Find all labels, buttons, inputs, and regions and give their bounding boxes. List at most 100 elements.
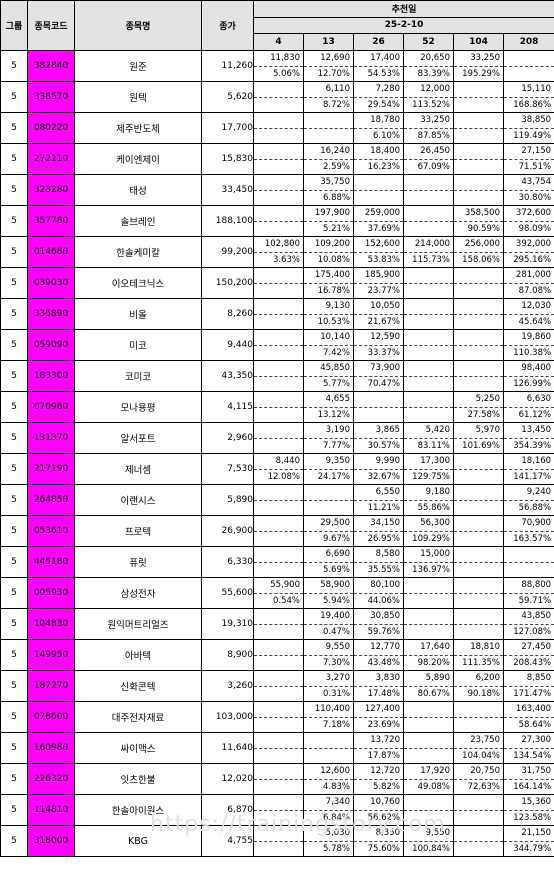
period-cell bbox=[453, 143, 504, 175]
header-date: 25-2-10 bbox=[252, 16, 554, 35]
period-cell: 5,250 27.58% bbox=[453, 391, 504, 423]
target-price: 281,000 bbox=[504, 269, 554, 284]
target-price: 13,450 bbox=[504, 424, 554, 439]
stock-code-cell: 272110 bbox=[27, 143, 75, 175]
target-price bbox=[254, 145, 303, 160]
period-cell bbox=[403, 794, 454, 826]
return-rate bbox=[455, 842, 503, 856]
return-rate bbox=[405, 346, 453, 360]
stock-name-cell: 대주전자재료 bbox=[74, 701, 202, 733]
target-price bbox=[254, 331, 303, 346]
group-cell: 5 bbox=[0, 670, 28, 702]
stock-code-cell: 335890 bbox=[27, 298, 75, 330]
table-row: 5 080220 제주반도체 17,700 18,780 6.10% 33,250 87.85… bbox=[0, 112, 554, 144]
period-cell: 12,770 43.48% bbox=[353, 639, 404, 671]
return-rate: 7.30% bbox=[322, 658, 350, 668]
return-rate: 134.54% bbox=[513, 751, 552, 761]
period-cell: 16,240 2.59% bbox=[303, 143, 354, 175]
return-rate: 98.20% bbox=[417, 658, 450, 668]
period-cell: 34,150 26.95% bbox=[353, 515, 404, 547]
period-cell bbox=[453, 515, 504, 547]
target-price bbox=[454, 331, 503, 346]
target-price bbox=[254, 827, 303, 842]
return-rate: 16.23% bbox=[367, 162, 400, 172]
table-row: 5 131370 알서포트 2,960 3,190 7.77% 3,865 30.57% 5,4… bbox=[0, 422, 554, 454]
table-row: 5 187270 신화콘텍 3,260 3,270 0.31% 3,830 17.48% 5,8… bbox=[0, 670, 554, 702]
return-rate bbox=[405, 625, 453, 639]
return-rate bbox=[255, 191, 303, 205]
period-cell: 259,000 37.69% bbox=[353, 205, 404, 237]
return-rate: 16.78% bbox=[317, 286, 350, 296]
period-cell: 26,450 67.09% bbox=[403, 143, 454, 175]
return-rate bbox=[455, 191, 503, 205]
period-cell: 358,500 90.59% bbox=[453, 205, 504, 237]
return-rate bbox=[255, 408, 303, 422]
return-rate: 72.63% bbox=[467, 782, 500, 792]
return-rate: 126.99% bbox=[513, 379, 552, 389]
target-price: 8,440 bbox=[254, 455, 303, 470]
period-cell bbox=[253, 298, 304, 330]
return-rate bbox=[305, 749, 353, 763]
period-cell: 9,990 32.67% bbox=[353, 453, 404, 485]
target-price: 30,850 bbox=[354, 610, 403, 625]
return-rate: 6.10% bbox=[372, 131, 400, 141]
target-price bbox=[254, 176, 303, 191]
period-cell bbox=[453, 794, 504, 826]
period-cell: 12,720 5.82% bbox=[353, 763, 404, 795]
return-rate: 53.83% bbox=[367, 255, 400, 265]
target-price: 5,420 bbox=[404, 424, 453, 439]
target-price bbox=[404, 579, 453, 594]
period-cell bbox=[253, 515, 304, 547]
group-cell: 5 bbox=[0, 794, 28, 826]
target-price: 43,850 bbox=[504, 610, 554, 625]
table-row: 5 059090 미코 9,440 10,140 7.42% 12,590 33.37% 19,… bbox=[0, 329, 554, 361]
return-rate: 33.37% bbox=[367, 348, 400, 358]
period-cell bbox=[453, 484, 504, 516]
period-cell bbox=[453, 608, 504, 640]
return-rate bbox=[255, 439, 303, 453]
period-cell: 9,350 24.17% bbox=[303, 453, 354, 485]
target-price bbox=[254, 362, 303, 377]
period-cell: 30,850 59.76% bbox=[353, 608, 404, 640]
target-price: 20,650 bbox=[404, 52, 453, 67]
close-price-cell: 188,100 bbox=[201, 205, 254, 237]
return-rate: 123.58% bbox=[513, 813, 552, 823]
period-cell: 152,600 53.83% bbox=[353, 236, 404, 268]
target-price: 9,990 bbox=[354, 455, 403, 470]
return-rate: 5.78% bbox=[322, 844, 350, 854]
target-price: 8,580 bbox=[354, 548, 403, 563]
return-rate bbox=[405, 191, 453, 205]
header-code: 종목코드 bbox=[27, 0, 75, 51]
period-cell bbox=[453, 546, 504, 578]
return-rate: 11.21% bbox=[367, 503, 400, 513]
period-cell bbox=[453, 329, 504, 361]
return-rate bbox=[455, 346, 503, 360]
return-rate: 354.39% bbox=[513, 441, 552, 451]
period-cell: 197,900 5.21% bbox=[303, 205, 354, 237]
group-cell: 5 bbox=[0, 329, 28, 361]
stock-code-cell: 338570 bbox=[27, 81, 75, 113]
table-row: 5 149950 아바텍 8,900 9,550 7.30% 12,770 43.48% 17,… bbox=[0, 639, 554, 671]
return-rate: 113.52% bbox=[412, 100, 450, 110]
target-price: 56,300 bbox=[404, 517, 453, 532]
period-cell: 6,550 11.21% bbox=[353, 484, 404, 516]
period-cell bbox=[453, 81, 504, 113]
close-price-cell: 103,000 bbox=[201, 701, 254, 733]
target-price: 6,690 bbox=[304, 548, 353, 563]
period-cell: 8,580 35.55% bbox=[353, 546, 404, 578]
stock-code-cell: 183300 bbox=[27, 360, 75, 392]
period-cell: 3,190 7.77% bbox=[303, 422, 354, 454]
return-rate: 158.06% bbox=[462, 255, 500, 265]
period-cell: 13,720 17.87% bbox=[353, 732, 404, 764]
return-rate: 83.39% bbox=[417, 69, 450, 79]
period-cell bbox=[403, 732, 454, 764]
period-cell bbox=[403, 701, 454, 733]
return-rate bbox=[255, 656, 303, 670]
close-price-cell: 8,260 bbox=[201, 298, 254, 330]
return-rate bbox=[455, 284, 503, 298]
header-price: 종가 bbox=[201, 0, 254, 51]
target-price: 10,760 bbox=[354, 796, 403, 811]
period-cell: 12,690 12.70% bbox=[303, 50, 354, 82]
period-cell: 8,850 171.47% bbox=[502, 670, 554, 702]
stock-code-cell: 160980 bbox=[27, 732, 75, 764]
